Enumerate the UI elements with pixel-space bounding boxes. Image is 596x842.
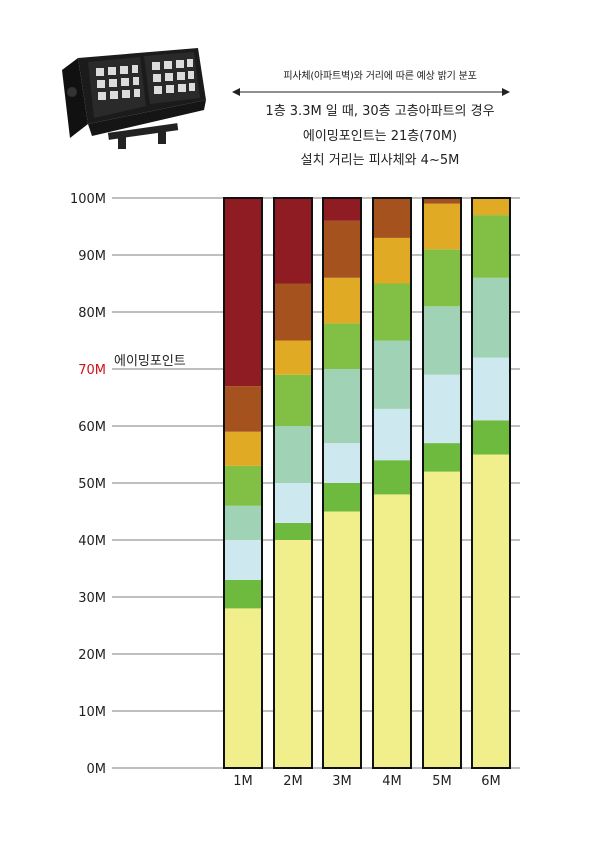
heat-band (373, 283, 411, 341)
heat-band (423, 443, 461, 472)
condition-line-distance: 설치 거리는 피사체와 4~5M (300, 153, 460, 168)
aiming-height-tick-label: 70M (78, 363, 106, 378)
heat-band (323, 483, 361, 512)
y-tick-label: 80M (78, 306, 106, 321)
column-border (471, 197, 511, 769)
chart-subtitle: 피사체(아파트벽)와 거리에 따른 예상 밝기 분포 (283, 71, 477, 82)
x-category-label: 6M (481, 774, 501, 789)
heat-band (274, 198, 312, 284)
heat-band (274, 374, 312, 426)
y-tick-label: 90M (78, 249, 106, 264)
x-category-label: 1M (233, 774, 253, 789)
heat-band (274, 522, 312, 540)
column-border (372, 197, 412, 769)
heat-band (472, 357, 510, 421)
x-category-label: 2M (283, 774, 303, 789)
y-tick-label: 60M (78, 420, 106, 435)
x-category-label: 4M (382, 774, 402, 789)
y-tick-label: 40M (78, 534, 106, 549)
heat-band (423, 249, 461, 307)
heat-band (373, 408, 411, 461)
condition-line-aiming-point: 에이밍포인트는 21층(70M) (302, 129, 458, 144)
heat-band (472, 277, 510, 358)
heat-band (274, 540, 312, 768)
heat-band (373, 494, 411, 768)
aiming-point-label: 에이밍포인트 (114, 354, 186, 369)
heat-band (373, 198, 411, 238)
heat-band (323, 323, 361, 369)
heat-band (323, 198, 361, 221)
heat-band (224, 579, 262, 609)
heat-band (274, 426, 312, 483)
heat-band (323, 277, 361, 324)
heat-band (423, 203, 461, 250)
heat-band (472, 198, 510, 216)
heat-band (472, 420, 510, 455)
heat-band (274, 283, 312, 341)
heat-band (323, 511, 361, 768)
floodlight-product-image (62, 48, 206, 149)
x-category-label: 5M (432, 774, 452, 789)
column-border (223, 197, 263, 769)
heat-band (224, 431, 262, 466)
heat-band (323, 369, 361, 444)
heat-band (423, 198, 461, 204)
y-tick-label: 100M (70, 192, 106, 207)
heat-band (323, 443, 361, 483)
heat-band (472, 215, 510, 278)
heat-band (373, 237, 411, 284)
y-tick-label: 20M (78, 648, 106, 663)
heat-band (224, 198, 262, 387)
y-tick-label: 50M (78, 477, 106, 492)
heat-band (274, 483, 312, 523)
heat-band (423, 471, 461, 768)
condition-line-floor: 1층 3.3M 일 때, 30층 고층아파트의 경우 (265, 104, 495, 119)
heat-band (323, 220, 361, 278)
double-arrow-icon (232, 88, 510, 96)
heat-band (224, 505, 262, 540)
heat-band (224, 386, 262, 432)
y-tick-label: 0M (87, 762, 107, 777)
column-border (273, 197, 313, 769)
heat-band (274, 340, 312, 375)
x-category-label: 3M (332, 774, 352, 789)
heat-band (224, 608, 262, 768)
heat-band (224, 540, 262, 580)
heat-band (423, 306, 461, 375)
heat-band (423, 374, 461, 444)
y-tick-label: 30M (78, 591, 106, 606)
heat-band (472, 454, 510, 768)
y-tick-label: 10M (78, 705, 106, 720)
heat-band (373, 340, 411, 409)
heat-band (224, 465, 262, 506)
column-border (322, 197, 362, 769)
heat-band (373, 460, 411, 495)
column-border (422, 197, 462, 769)
